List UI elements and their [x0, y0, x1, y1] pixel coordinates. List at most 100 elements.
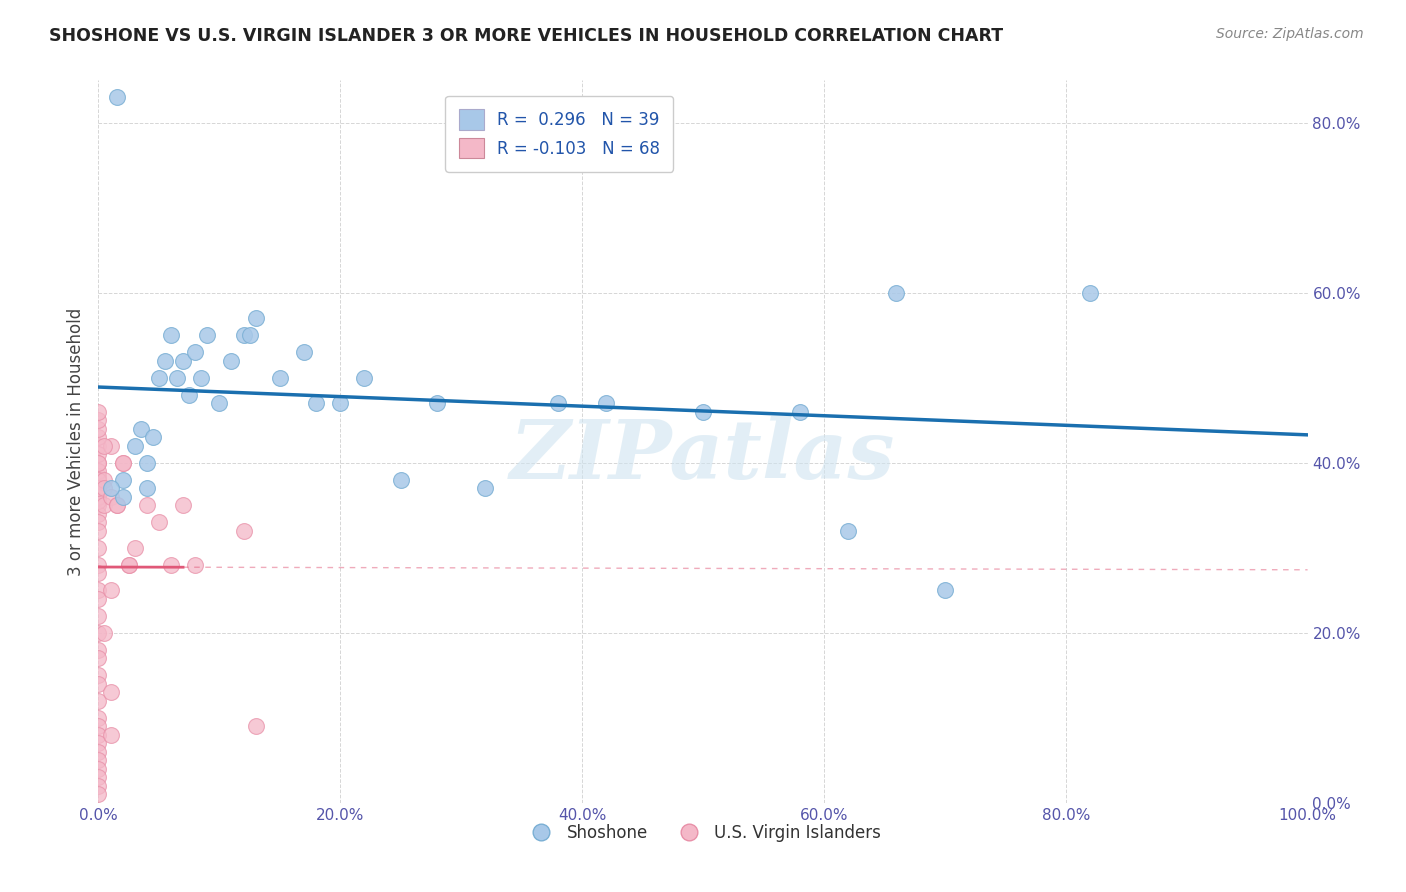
- Point: [87, 787, 110, 801]
- Point: [172, 353, 194, 368]
- Point: [87, 456, 110, 470]
- Point: [160, 328, 183, 343]
- Point: [93, 625, 115, 640]
- Point: [87, 490, 110, 504]
- Point: [87, 719, 110, 733]
- Point: [93, 498, 115, 512]
- Text: Source: ZipAtlas.com: Source: ZipAtlas.com: [1216, 27, 1364, 41]
- Point: [93, 439, 115, 453]
- Point: [184, 558, 207, 572]
- Point: [87, 464, 110, 478]
- Point: [245, 719, 267, 733]
- Point: [87, 762, 110, 776]
- Point: [789, 405, 811, 419]
- Point: [87, 490, 110, 504]
- Point: [148, 516, 170, 530]
- Point: [87, 668, 110, 682]
- Point: [87, 651, 110, 665]
- Point: [118, 558, 141, 572]
- Point: [232, 524, 254, 538]
- Point: [153, 353, 176, 368]
- Point: [87, 591, 110, 606]
- Point: [87, 745, 110, 759]
- Point: [111, 490, 134, 504]
- Y-axis label: 3 or more Vehicles in Household: 3 or more Vehicles in Household: [66, 308, 84, 575]
- Point: [87, 516, 110, 530]
- Point: [190, 371, 212, 385]
- Point: [124, 439, 146, 453]
- Point: [87, 625, 110, 640]
- Point: [245, 311, 267, 326]
- Point: [547, 396, 569, 410]
- Point: [87, 608, 110, 623]
- Point: [87, 413, 110, 427]
- Point: [124, 541, 146, 555]
- Point: [87, 566, 110, 581]
- Point: [93, 481, 115, 495]
- Point: [389, 473, 412, 487]
- Point: [148, 371, 170, 385]
- Point: [135, 498, 157, 512]
- Point: [87, 779, 110, 793]
- Point: [305, 396, 328, 410]
- Point: [87, 468, 110, 483]
- Point: [87, 481, 110, 495]
- Point: [87, 524, 110, 538]
- Point: [87, 694, 110, 708]
- Point: [474, 481, 496, 495]
- Point: [87, 481, 110, 495]
- Point: [195, 328, 218, 343]
- Point: [142, 430, 165, 444]
- Point: [87, 439, 110, 453]
- Point: [160, 558, 183, 572]
- Point: [100, 490, 122, 504]
- Point: [184, 345, 207, 359]
- Point: [353, 371, 375, 385]
- Point: [100, 583, 122, 598]
- Point: [692, 405, 714, 419]
- Point: [87, 473, 110, 487]
- Point: [426, 396, 449, 410]
- Point: [87, 711, 110, 725]
- Point: [329, 396, 352, 410]
- Point: [129, 422, 152, 436]
- Point: [100, 439, 122, 453]
- Point: [100, 728, 122, 742]
- Point: [934, 583, 956, 598]
- Point: [87, 481, 110, 495]
- Point: [595, 396, 617, 410]
- Point: [87, 405, 110, 419]
- Point: [87, 473, 110, 487]
- Point: [269, 371, 291, 385]
- Point: [179, 388, 201, 402]
- Point: [239, 328, 262, 343]
- Point: [87, 583, 110, 598]
- Point: [105, 90, 128, 104]
- Point: [105, 498, 128, 512]
- Point: [87, 642, 110, 657]
- Point: [100, 481, 122, 495]
- Text: SHOSHONE VS U.S. VIRGIN ISLANDER 3 OR MORE VEHICLES IN HOUSEHOLD CORRELATION CHA: SHOSHONE VS U.S. VIRGIN ISLANDER 3 OR MO…: [49, 27, 1004, 45]
- Point: [111, 456, 134, 470]
- Point: [87, 447, 110, 461]
- Point: [292, 345, 315, 359]
- Point: [221, 353, 243, 368]
- Point: [93, 473, 115, 487]
- Point: [100, 685, 122, 699]
- Point: [135, 481, 157, 495]
- Point: [135, 456, 157, 470]
- Point: [87, 430, 110, 444]
- Point: [111, 456, 134, 470]
- Point: [886, 285, 908, 300]
- Point: [87, 422, 110, 436]
- Point: [1078, 285, 1101, 300]
- Text: ZIPatlas: ZIPatlas: [510, 416, 896, 496]
- Point: [87, 456, 110, 470]
- Point: [105, 498, 128, 512]
- Point: [111, 473, 134, 487]
- Point: [837, 524, 859, 538]
- Point: [87, 498, 110, 512]
- Point: [172, 498, 194, 512]
- Point: [87, 507, 110, 521]
- Point: [87, 677, 110, 691]
